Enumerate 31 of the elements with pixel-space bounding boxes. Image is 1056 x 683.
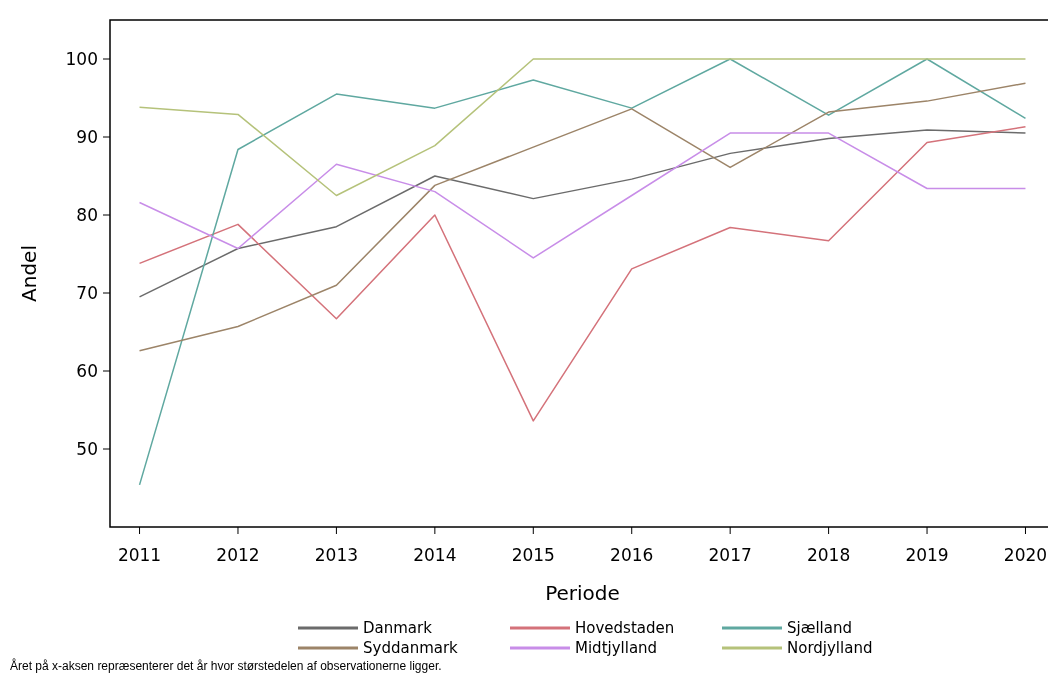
line-series [138, 129, 1027, 298]
text: Året på x-aksen repræsenterer det år hvor størstedelen af observationerne ligger. [10, 658, 442, 673]
y-tick-label: 100 [65, 49, 98, 69]
line-series [138, 82, 1027, 352]
x-tick-label: 2013 [314, 545, 359, 565]
legend-label: Danmark [363, 619, 433, 637]
line-series [138, 58, 1027, 486]
legend-label: Nordjylland [787, 639, 873, 657]
y-tick-label: 60 [76, 361, 98, 381]
x-tick-label: 2014 [413, 545, 457, 565]
y-tick-label: 50 [76, 439, 98, 459]
x-tick-label: 2011 [117, 545, 162, 565]
legend-label: Sjælland [787, 619, 852, 637]
line-series [138, 132, 1027, 259]
x-axis-title: Periode [545, 581, 620, 605]
x-tick-label: 2015 [511, 545, 555, 565]
x-tick-label: 2020 [1003, 545, 1048, 565]
y-tick-label: 90 [76, 127, 98, 147]
line-series [138, 126, 1027, 422]
x-tick-label: 2018 [806, 545, 851, 565]
line-series [138, 58, 1027, 197]
y-axis-title: Andel [17, 245, 41, 302]
x-tick-label: 2017 [708, 545, 752, 565]
x-tick-label: 2016 [610, 545, 654, 565]
x-tick-label: 2019 [905, 545, 949, 565]
legend-label: Midtjylland [575, 639, 658, 657]
y-tick-label: 70 [76, 283, 98, 303]
legend-label: Syddanmark [363, 639, 459, 657]
y-tick-label: 80 [76, 205, 98, 225]
x-tick-label: 2012 [216, 545, 260, 565]
legend-label: Hovedstaden [575, 619, 675, 637]
